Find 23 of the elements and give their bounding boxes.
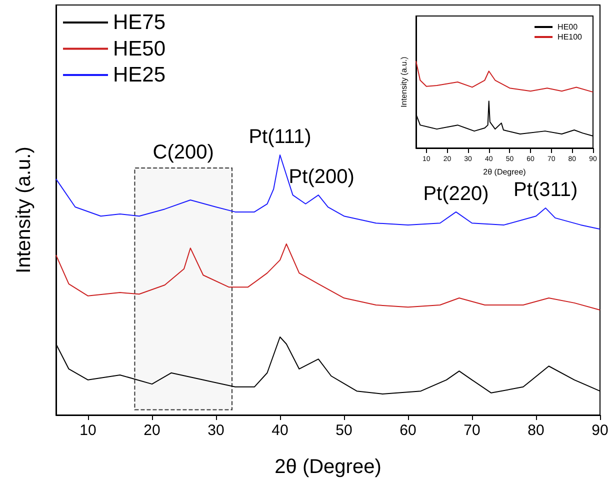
annotation: Pt(111)	[248, 126, 312, 148]
x-tick-label: 30	[208, 422, 224, 439]
band-label: C(200)	[152, 142, 214, 164]
x-tick-label: 40	[272, 422, 288, 439]
legend-label: HE100	[558, 32, 583, 42]
annotation: Pt(220)	[423, 182, 489, 205]
y-axis-title: Intensity (a.u.)	[13, 146, 35, 274]
x-tick-label: 90	[592, 422, 608, 439]
legend-label: HE50	[113, 37, 166, 60]
annotation: Pt(311)	[514, 179, 578, 202]
x-axis-title: 2θ (Degree)	[274, 456, 382, 478]
x-axis-title: 2θ (Degree)	[483, 167, 526, 176]
legend-label: HE75	[113, 11, 166, 34]
x-tick-label: 60	[400, 422, 416, 439]
x-tick-label: 80	[528, 422, 544, 439]
x-tick-label: 70	[464, 422, 480, 439]
y-axis-title: Intensity (a.u.)	[400, 56, 408, 108]
legend-label: HE00	[558, 22, 578, 32]
x-tick-label: 10	[80, 422, 96, 439]
annotation: Pt(200)	[288, 166, 354, 188]
legend-label: HE25	[113, 64, 166, 86]
x-tick-label: 50	[336, 422, 352, 439]
x-tick-label: 20	[144, 422, 160, 439]
